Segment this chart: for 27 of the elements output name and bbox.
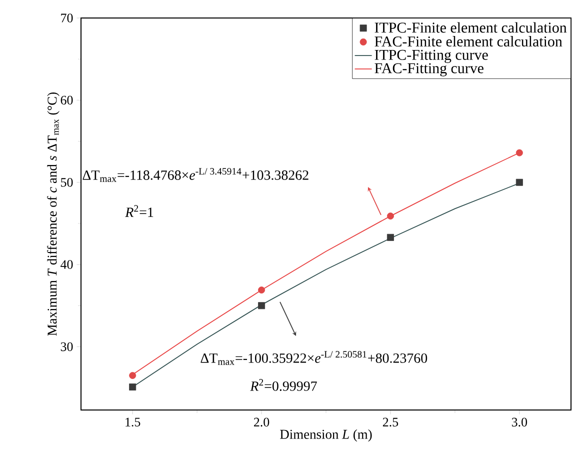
y-tick-label: 40	[60, 260, 73, 269]
annotation: ΔT$_{max}$=-100.35922×e$^{-L/ 2.50581}$+80.23760	[200, 351, 428, 365]
point	[258, 302, 266, 310]
point	[386, 212, 394, 220]
x-axis-title: Dimension L (m)	[280, 429, 372, 442]
legend-label: FAC-Finite element calculation	[374, 36, 562, 47]
y-tick-label: 30	[60, 342, 73, 352]
legend-label: ITPC-Fitting curve	[374, 50, 488, 63]
y-tick-label: 60	[60, 96, 73, 105]
annotation: R$^{2}$=0.99997	[250, 379, 317, 391]
point	[129, 384, 136, 390]
point	[258, 286, 266, 294]
legend-label: FAC-Fitting curve	[374, 63, 484, 76]
annotation: R$^{2}$=1	[125, 205, 154, 217]
y-tick-label: 70	[61, 14, 73, 22]
point	[516, 178, 523, 186]
text: Maximum T difference of c and s ΔT$_{max}$ (°C)	[47, 92, 60, 336]
point	[129, 372, 136, 379]
y-tick-label: 50	[61, 178, 73, 187]
x-tick-label: 2.5	[382, 418, 398, 427]
legend-label: ITPC-Finite element calculation	[374, 22, 567, 33]
x-tick-label: 2.0	[254, 418, 270, 427]
x-tick-label: 1.5	[126, 418, 140, 427]
x-tick-label: 3.0	[512, 418, 528, 427]
point	[386, 234, 394, 241]
annotation: ΔT$_{max}$=-118.4768×e$^{-L/ 3.45914}$+103.38262	[82, 168, 308, 182]
point	[516, 149, 523, 156]
